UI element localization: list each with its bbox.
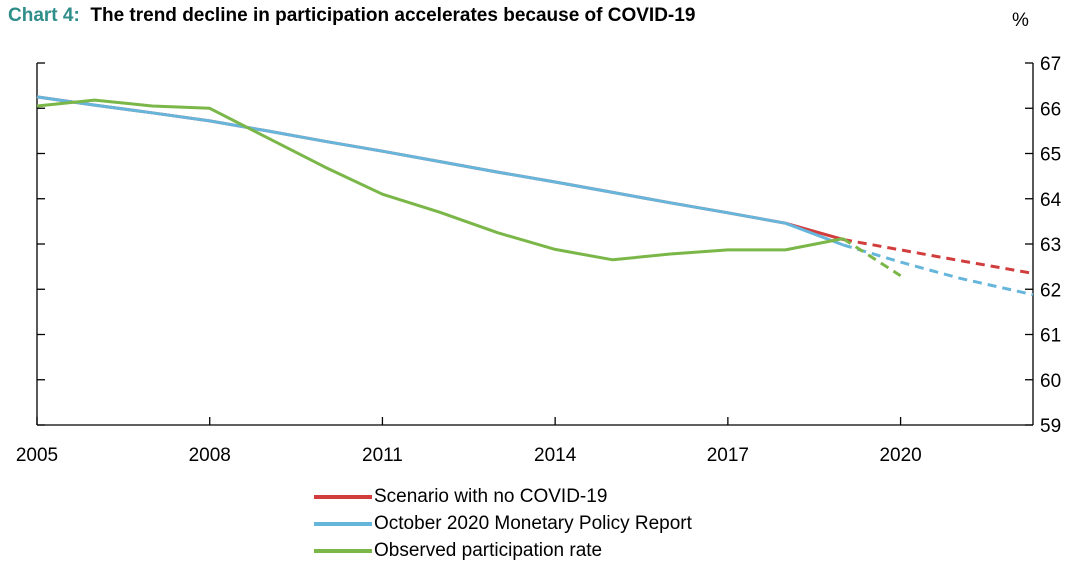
line-mpr-solid (36, 95, 844, 247)
legend-item: October 2020 Monetary Policy Report (314, 510, 692, 537)
legend-label-no-covid: Scenario with no COVID-19 (374, 485, 608, 507)
y-tick-label: 62 (1040, 280, 1061, 301)
y-tick-label: 59 (1040, 416, 1061, 437)
legend-item: Observed participation rate (314, 537, 692, 564)
line-observed-solid (36, 98, 844, 262)
line-observed-dashed (842, 237, 902, 277)
legend-swatch-observed (314, 548, 372, 553)
x-tick-label: 2014 (534, 445, 577, 466)
chart-legend: Scenario with no COVID-19 October 2020 M… (314, 483, 692, 564)
y-tick-label: 63 (1040, 235, 1061, 256)
legend-label-mpr: October 2020 Monetary Policy Report (374, 512, 692, 534)
y-tick-label: 66 (1040, 99, 1061, 120)
chart-title-prefix: Chart 4: (8, 5, 80, 26)
line-no-covid-dashed (842, 238, 1034, 275)
x-tick-label: 2017 (707, 445, 749, 466)
legend-label-observed: Observed participation rate (374, 539, 603, 561)
x-tick-label: 2011 (362, 445, 403, 466)
x-tick-label: 2020 (879, 445, 921, 466)
y-tick-label: 65 (1040, 145, 1061, 166)
chart-title-text: The trend decline in participation accel… (90, 5, 696, 26)
chart-title: Chart 4: The trend decline in participat… (8, 5, 695, 27)
x-tick-label: 2008 (189, 445, 231, 466)
legend-swatch-mpr (314, 521, 372, 526)
y-tick-label: 67 (1040, 54, 1061, 75)
line-no-covid-solid (36, 95, 844, 241)
legend-swatch-no-covid (314, 494, 372, 499)
y-axis-unit-label: % (1012, 10, 1029, 31)
legend-item: Scenario with no COVID-19 (314, 483, 692, 510)
x-tick-label: 2005 (16, 445, 58, 466)
y-tick-label: 60 (1040, 371, 1061, 392)
line-mpr-dashed (842, 243, 1034, 297)
y-tick-label: 64 (1040, 190, 1062, 211)
y-tick-label: 61 (1040, 326, 1061, 347)
